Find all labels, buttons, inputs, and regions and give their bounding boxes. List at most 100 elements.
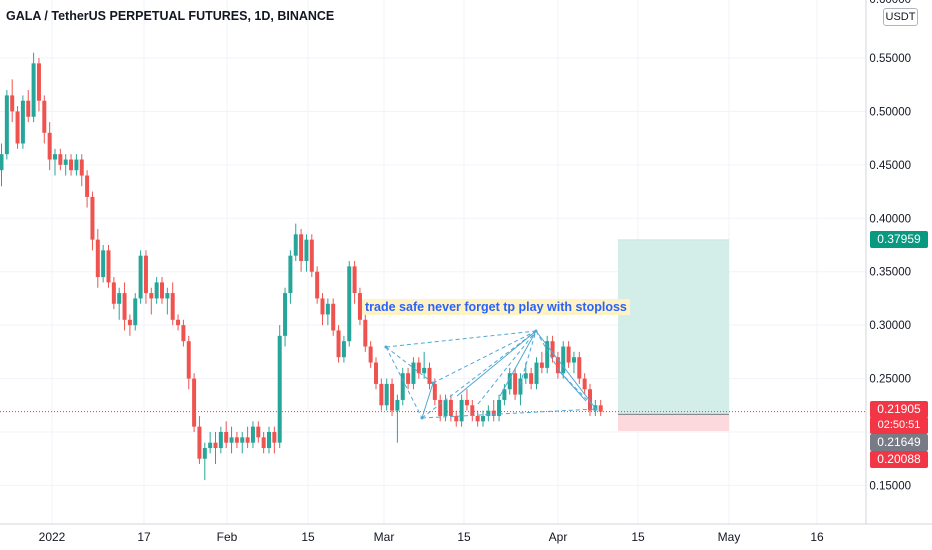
candle-down	[111, 277, 116, 310]
candle-body	[363, 319, 368, 347]
candle-body	[486, 410, 491, 416]
candle-body	[256, 426, 261, 438]
candle-body	[20, 100, 25, 144]
chart-annotation[interactable]: trade safe never forget tp play with sto…	[362, 299, 630, 315]
candle-up	[277, 325, 282, 449]
pattern-line	[421, 330, 537, 419]
candle-down	[176, 314, 181, 331]
candle-up	[400, 367, 405, 406]
candle-down	[15, 106, 20, 149]
candle-body	[15, 111, 20, 144]
candle-body	[95, 239, 100, 278]
pattern-point	[534, 329, 538, 333]
candle-down	[331, 298, 336, 336]
candle-up	[571, 351, 576, 374]
candle-body	[341, 341, 346, 358]
candle-up	[283, 287, 288, 347]
candle-up	[63, 154, 68, 176]
candle-body	[416, 362, 421, 374]
candle-body	[138, 255, 143, 299]
candle-body	[427, 367, 432, 384]
candle-body	[31, 63, 36, 117]
candle-down	[10, 79, 15, 123]
candle-body	[293, 234, 298, 256]
candle-body	[475, 415, 480, 422]
candle-body	[325, 303, 330, 315]
candle-up	[4, 90, 9, 160]
candle-body	[170, 293, 175, 320]
candle-up	[347, 261, 352, 347]
candle-body	[234, 437, 239, 443]
candle-body	[384, 383, 389, 406]
candle-down	[90, 191, 95, 251]
candle-down	[106, 245, 111, 288]
candle-down	[529, 367, 534, 390]
candle-body	[598, 405, 603, 412]
candle-body	[379, 383, 384, 406]
candle-down	[160, 277, 164, 304]
candle-down	[555, 351, 560, 379]
candle-down	[309, 234, 314, 278]
profit-zone	[618, 240, 729, 415]
candle-down	[566, 341, 571, 368]
pattern-point	[594, 407, 598, 411]
candle-up	[288, 250, 293, 304]
pattern-line	[559, 371, 587, 402]
candle-up	[325, 298, 330, 326]
candle-body	[448, 399, 453, 416]
candle-up	[53, 148, 57, 176]
candle-down	[577, 351, 582, 384]
pattern-line	[456, 330, 537, 397]
candle-body	[0, 154, 4, 171]
candle-body	[411, 362, 416, 384]
candle-down	[588, 383, 592, 416]
price-tick-label: 0.45000	[869, 160, 911, 172]
candle-body	[133, 298, 138, 326]
candle-body	[181, 325, 186, 342]
candle-body	[464, 399, 469, 406]
candle-up	[117, 287, 122, 320]
candle-body	[582, 378, 587, 390]
candle-down	[213, 432, 218, 465]
target-price-label: 0.37959	[870, 231, 928, 248]
candle-body	[491, 410, 496, 416]
candle-down	[550, 335, 555, 363]
time-tick-label: 17	[137, 530, 151, 544]
candle-down	[475, 410, 480, 427]
candle-body	[432, 383, 437, 400]
candle-up	[304, 234, 309, 272]
candle-body	[90, 196, 95, 240]
candle-body	[352, 266, 357, 294]
candle-down	[192, 373, 197, 432]
time-tick-label: May	[718, 530, 741, 544]
candle-body	[63, 159, 68, 165]
candle-body	[331, 303, 336, 331]
time-tick-label: Apr	[549, 530, 568, 544]
candle-body	[400, 373, 405, 400]
candle-down	[42, 95, 47, 144]
candle-up	[240, 432, 245, 454]
candle-body	[106, 250, 111, 283]
candle-up	[218, 426, 223, 454]
candle-body	[186, 341, 191, 379]
pattern-line	[385, 330, 537, 348]
candle-body	[79, 159, 84, 176]
candle-body	[539, 362, 544, 368]
time-tick-label: Feb	[217, 530, 238, 544]
candle-down	[234, 432, 239, 449]
candle-down	[374, 357, 378, 390]
candle-up	[154, 277, 159, 304]
candle-body	[507, 373, 512, 390]
candle-body	[588, 389, 592, 411]
candle-body	[197, 426, 202, 459]
time-tick-label: 15	[631, 530, 645, 544]
candle-up	[202, 442, 207, 481]
candle-body	[26, 100, 31, 117]
candle-up	[229, 426, 234, 454]
currency-selector[interactable]: USDT	[883, 8, 918, 26]
candle-down	[256, 421, 261, 443]
candle-body	[272, 432, 277, 443]
candle-body	[122, 293, 127, 320]
candle-up	[507, 367, 512, 395]
candle-down	[95, 228, 100, 288]
